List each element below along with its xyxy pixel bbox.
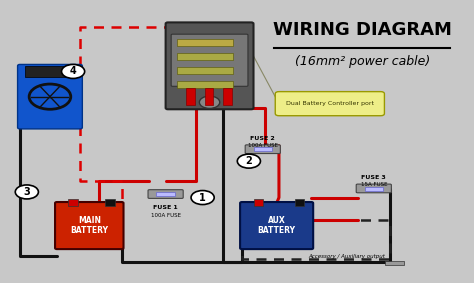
Bar	[205, 88, 213, 105]
Bar	[156, 192, 175, 196]
FancyBboxPatch shape	[356, 184, 392, 193]
Circle shape	[237, 154, 260, 168]
Bar	[385, 261, 404, 265]
Text: 100A FUSE: 100A FUSE	[248, 143, 278, 148]
Bar	[254, 147, 272, 151]
Text: FUSE 3: FUSE 3	[361, 175, 386, 180]
Text: 1: 1	[199, 192, 206, 203]
Bar	[106, 199, 115, 206]
Text: 2: 2	[246, 156, 252, 166]
Text: (16mm² power cable): (16mm² power cable)	[295, 55, 430, 68]
Bar	[177, 81, 233, 88]
Bar	[254, 199, 263, 206]
Text: 100A FUSE: 100A FUSE	[151, 213, 181, 218]
Bar	[365, 186, 383, 190]
FancyBboxPatch shape	[55, 202, 124, 249]
Text: 4: 4	[70, 67, 76, 76]
Text: FUSE 2: FUSE 2	[250, 136, 275, 141]
FancyBboxPatch shape	[245, 145, 280, 154]
Text: 15A FUSE: 15A FUSE	[361, 182, 387, 187]
Bar	[68, 199, 78, 206]
Text: AUX
BATTERY: AUX BATTERY	[258, 216, 296, 235]
Text: Dual Battery Controller port: Dual Battery Controller port	[286, 101, 374, 106]
FancyBboxPatch shape	[240, 202, 313, 249]
FancyBboxPatch shape	[165, 22, 254, 109]
Circle shape	[62, 65, 85, 78]
Bar	[177, 53, 233, 60]
FancyBboxPatch shape	[18, 65, 82, 129]
Bar	[186, 88, 195, 105]
Bar	[177, 39, 233, 46]
FancyBboxPatch shape	[171, 34, 248, 86]
Text: 3: 3	[23, 187, 30, 197]
FancyBboxPatch shape	[148, 190, 183, 198]
Bar	[25, 66, 75, 77]
Bar	[223, 88, 232, 105]
Bar	[295, 199, 304, 206]
Text: FUSE 1: FUSE 1	[153, 205, 178, 210]
Circle shape	[200, 96, 220, 108]
Circle shape	[15, 185, 38, 199]
FancyBboxPatch shape	[275, 92, 384, 116]
Circle shape	[191, 190, 214, 205]
Text: MAIN
BATTERY: MAIN BATTERY	[70, 216, 108, 235]
Text: Accessory / Auxiliary output: Accessory / Auxiliary output	[309, 254, 385, 259]
Text: WIRING DIAGRAM: WIRING DIAGRAM	[273, 21, 452, 39]
Bar	[177, 67, 233, 74]
